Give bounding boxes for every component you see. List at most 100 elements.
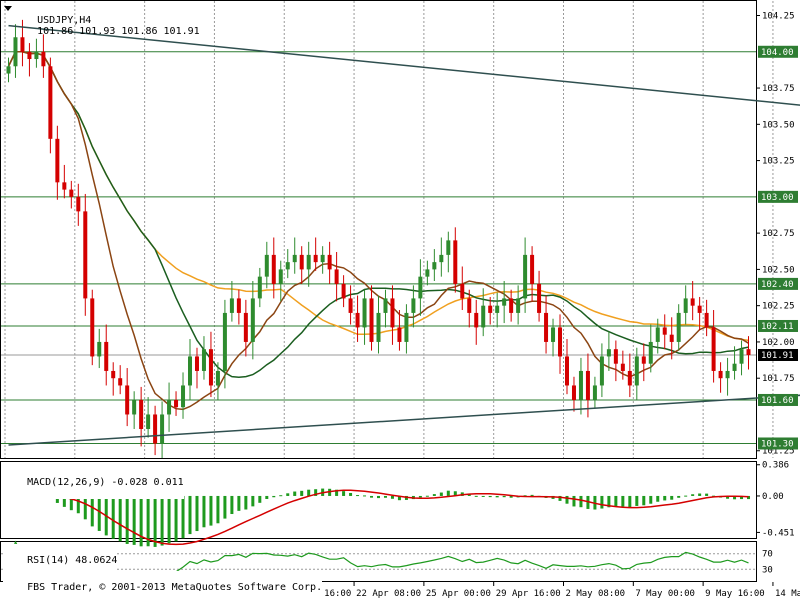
level-price-label: 101.60	[761, 396, 794, 406]
candle-body	[739, 349, 744, 364]
price-axis-label: 102.25	[762, 302, 795, 312]
candle-body	[690, 298, 695, 306]
level-price-tag	[758, 393, 798, 406]
macd-histogram-bar	[565, 495, 569, 504]
macd-histogram-bar	[432, 494, 436, 496]
macd-histogram-bar	[733, 495, 737, 500]
level-layer	[1, 51, 756, 444]
macd-histogram-bar	[279, 495, 283, 497]
candle-body	[537, 283, 542, 313]
candle-body	[341, 283, 346, 299]
macd-label: MACD(12,26,9) -0.028 0.011	[27, 477, 184, 488]
macd-histogram-bar	[314, 489, 318, 496]
price-axis-label: 102.50	[762, 265, 795, 275]
candle-body	[669, 334, 674, 342]
macd-histogram-bar	[691, 494, 695, 496]
macd-axis-label: -0.451	[762, 528, 795, 538]
candle-body	[41, 51, 46, 67]
price-pane-frame	[0, 0, 757, 459]
macd-histogram-bar	[188, 495, 192, 535]
candle-body	[174, 399, 179, 408]
candle-body	[613, 349, 618, 364]
macd-layer	[6, 488, 751, 547]
macd-histogram-bar	[349, 492, 353, 496]
candle-body	[474, 312, 479, 328]
macd-histogram-bar	[488, 495, 492, 498]
candle-body	[285, 262, 290, 270]
macd-histogram-bar	[467, 493, 471, 496]
candle-body	[132, 399, 137, 415]
candle-body	[676, 312, 681, 342]
candle-body	[97, 341, 102, 357]
candle-body	[27, 51, 32, 60]
price-axis-label: 101.25	[762, 447, 795, 457]
candle-body	[62, 182, 67, 190]
level-price-label: 102.40	[761, 280, 794, 290]
level-price-tag	[758, 45, 798, 58]
macd-histogram-bar	[97, 495, 101, 531]
candle-body	[460, 283, 465, 299]
copyright-label: FBS Trader, © 2001-2013 MetaQuotes Softw…	[27, 582, 323, 593]
candle-body	[153, 414, 158, 444]
candle-body	[69, 189, 74, 197]
macd-histogram-bar	[125, 495, 129, 544]
candle-body	[704, 312, 709, 328]
price-axis-label: 101.75	[762, 374, 795, 384]
candle-body	[125, 385, 130, 415]
macd-histogram-bar	[83, 495, 87, 520]
macd-histogram-bar	[495, 495, 499, 498]
candle-body	[383, 298, 388, 313]
candle-body	[362, 298, 367, 328]
candle-body	[264, 254, 269, 277]
macd-histogram-bar	[230, 495, 234, 515]
level-price-label: 101.30	[761, 439, 794, 449]
candle-body	[376, 312, 381, 342]
candle-body	[544, 312, 549, 342]
macd-histogram-bar	[446, 490, 450, 496]
macd-histogram-bar	[572, 495, 576, 507]
price-axis-label: 102.00	[762, 338, 795, 348]
candle-body	[146, 414, 151, 429]
candle-body	[390, 298, 395, 328]
macd-histogram-bar	[272, 495, 276, 498]
macd-histogram-bar	[579, 495, 583, 508]
macd-histogram-bar	[237, 495, 241, 511]
macd-histogram-bar	[656, 495, 660, 502]
price-axis-label: 103.75	[762, 84, 795, 94]
candle-body	[418, 276, 423, 299]
macd-histogram-bar	[76, 495, 80, 514]
candle-body	[425, 269, 430, 277]
macd-histogram-bar	[342, 491, 346, 496]
macd-histogram-bar	[181, 495, 185, 539]
chart-menu-arrow-icon[interactable]	[4, 6, 12, 11]
macd-histogram-bar	[174, 495, 178, 542]
candle-body	[488, 305, 493, 313]
macd-histogram-bar	[62, 495, 66, 507]
mid-moving-average-line	[7, 51, 749, 378]
macd-signal-line	[8, 489, 749, 546]
candle-body	[188, 356, 193, 386]
macd-histogram-bar	[698, 493, 702, 496]
macd-histogram-bar	[300, 490, 304, 496]
macd-histogram-bar	[628, 495, 632, 508]
level-price-label: 103.00	[761, 193, 794, 203]
trendline	[8, 24, 800, 106]
macd-histogram-bar	[474, 495, 478, 497]
candle-body	[516, 298, 521, 313]
candle-body	[139, 399, 144, 429]
level-price-label: 104.00	[761, 48, 794, 58]
candle-body	[369, 298, 374, 342]
macd-histogram-bar	[649, 495, 653, 504]
macd-histogram-bar	[663, 495, 667, 501]
time-axis-label: 2 May 08:00	[566, 589, 626, 599]
candle-body	[509, 298, 514, 313]
macd-histogram-bar	[328, 488, 332, 496]
macd-histogram-bar	[195, 495, 199, 532]
candle-body	[578, 370, 583, 400]
time-axis-label: 14 May 08:00	[775, 589, 800, 599]
macd-histogram-bar	[481, 495, 485, 497]
candle-body	[327, 254, 332, 270]
candle-body	[250, 298, 255, 342]
macd-histogram-bar	[244, 495, 248, 510]
